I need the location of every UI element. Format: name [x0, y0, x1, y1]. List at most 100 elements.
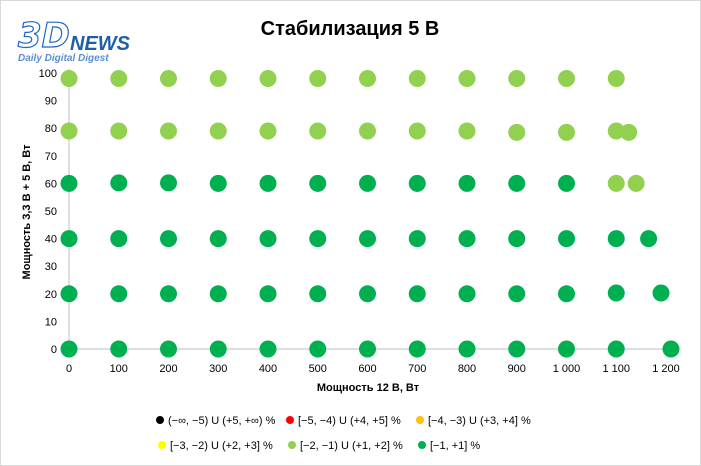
data-point	[110, 122, 128, 140]
legend-label: [−4, −3) U (+3, +4] %	[428, 415, 531, 427]
data-point	[640, 230, 658, 248]
data-point	[259, 340, 277, 358]
data-point	[408, 285, 426, 303]
legend-marker	[158, 441, 166, 449]
data-point	[408, 230, 426, 248]
data-point	[309, 70, 327, 88]
data-point	[620, 123, 638, 141]
data-point	[408, 174, 426, 192]
x-tick-label: 700	[408, 363, 426, 375]
data-point	[508, 174, 526, 192]
data-point	[607, 122, 625, 140]
x-tick-label: 300	[209, 363, 227, 375]
y-tick-label: 80	[45, 123, 57, 135]
logo: 3D NEWS Daily Digital Digest	[17, 15, 131, 64]
data-point	[458, 340, 476, 358]
x-tick-label: 400	[259, 363, 277, 375]
data-point	[209, 285, 227, 303]
data-point	[607, 230, 625, 248]
data-point	[309, 122, 327, 140]
data-point	[209, 70, 227, 88]
legend-item: [−5, −4) U (+4, +5] %	[286, 415, 401, 427]
data-point	[60, 230, 78, 248]
data-point	[309, 285, 327, 303]
data-point	[558, 123, 575, 141]
legend-marker	[418, 441, 426, 449]
x-tick-label: 800	[458, 363, 476, 375]
data-point	[160, 70, 177, 88]
y-tick-label: 50	[45, 206, 57, 218]
data-point	[110, 230, 128, 248]
data-point	[558, 70, 575, 88]
data-point	[359, 230, 376, 248]
x-tick-label: 100	[110, 363, 128, 375]
data-points	[60, 70, 680, 358]
data-point	[359, 285, 376, 303]
data-point	[359, 174, 376, 192]
data-point	[458, 230, 476, 248]
legend-label: [−3, −2) U (+2, +3] %	[170, 440, 273, 452]
y-tick-label: 10	[45, 316, 57, 328]
logo-news-text: NEWS	[70, 33, 131, 55]
x-axis-label: Мощность 12 В, Вт	[317, 382, 420, 394]
data-point	[60, 70, 78, 88]
data-point	[408, 122, 426, 140]
data-point	[259, 174, 277, 192]
y-tick-label: 100	[39, 68, 57, 80]
data-point	[359, 340, 376, 358]
data-point	[160, 340, 177, 358]
legend-label: [−5, −4) U (+4, +5] %	[298, 415, 401, 427]
legend-item: (−∞, −5) U (+5, +∞) %	[156, 415, 276, 427]
y-tick-label: 20	[45, 289, 57, 301]
data-point	[259, 70, 277, 88]
data-point	[359, 70, 376, 88]
x-tick-label: 600	[358, 363, 376, 375]
legend-marker	[416, 416, 424, 424]
x-tick-label: 500	[309, 363, 327, 375]
y-tick-label: 70	[45, 151, 57, 163]
x-tick-label: 1 000	[553, 363, 581, 375]
data-point	[508, 70, 526, 88]
data-point	[607, 340, 625, 358]
chart-title: Стабилизация 5 В	[261, 18, 440, 40]
legend-label: (−∞, −5) U (+5, +∞) %	[168, 415, 276, 427]
data-point	[60, 340, 78, 358]
data-point	[458, 174, 476, 192]
legend-label: [−1, +1] %	[430, 440, 480, 452]
data-point	[558, 285, 575, 303]
data-point	[309, 340, 327, 358]
data-point	[259, 285, 277, 303]
data-point	[110, 70, 128, 88]
data-point	[160, 122, 177, 140]
legend-marker	[156, 416, 164, 424]
y-tick-label: 0	[51, 344, 57, 356]
legend-item: [−3, −2) U (+2, +3] %	[158, 440, 273, 452]
legend-label: [−2, −1) U (+1, +2] %	[300, 440, 403, 452]
data-point	[652, 284, 670, 302]
y-axis-label: Мощность 3,3 В + 5 В, Вт	[21, 144, 33, 280]
data-point	[458, 70, 476, 88]
y-tick-label: 60	[45, 178, 57, 190]
data-point	[110, 285, 128, 303]
data-point	[458, 122, 476, 140]
logo-tagline: Daily Digital Digest	[18, 53, 109, 64]
x-tick-label: 0	[66, 363, 72, 375]
data-point	[209, 122, 227, 140]
x-tick-labels: 0 100 200 300 400 500 600 700 800 900 1 000 1 100 1 …	[66, 363, 680, 375]
data-point	[408, 340, 426, 358]
data-point	[110, 174, 128, 192]
x-tick-label: 1 100	[602, 363, 630, 375]
data-point	[209, 340, 227, 358]
data-point	[309, 174, 327, 192]
data-point	[60, 285, 78, 303]
y-tick-labels: 0 10 20 30 40 50 60 70 80 90 100	[39, 68, 57, 356]
data-point	[508, 123, 526, 141]
legend-item: [−2, −1) U (+1, +2] %	[288, 440, 403, 452]
legend-item: [−1, +1] %	[418, 440, 480, 452]
data-point	[558, 340, 575, 358]
data-point	[160, 174, 177, 192]
data-point	[607, 70, 625, 88]
data-point	[607, 174, 625, 192]
y-tick-label: 30	[45, 261, 57, 273]
data-point	[508, 340, 526, 358]
